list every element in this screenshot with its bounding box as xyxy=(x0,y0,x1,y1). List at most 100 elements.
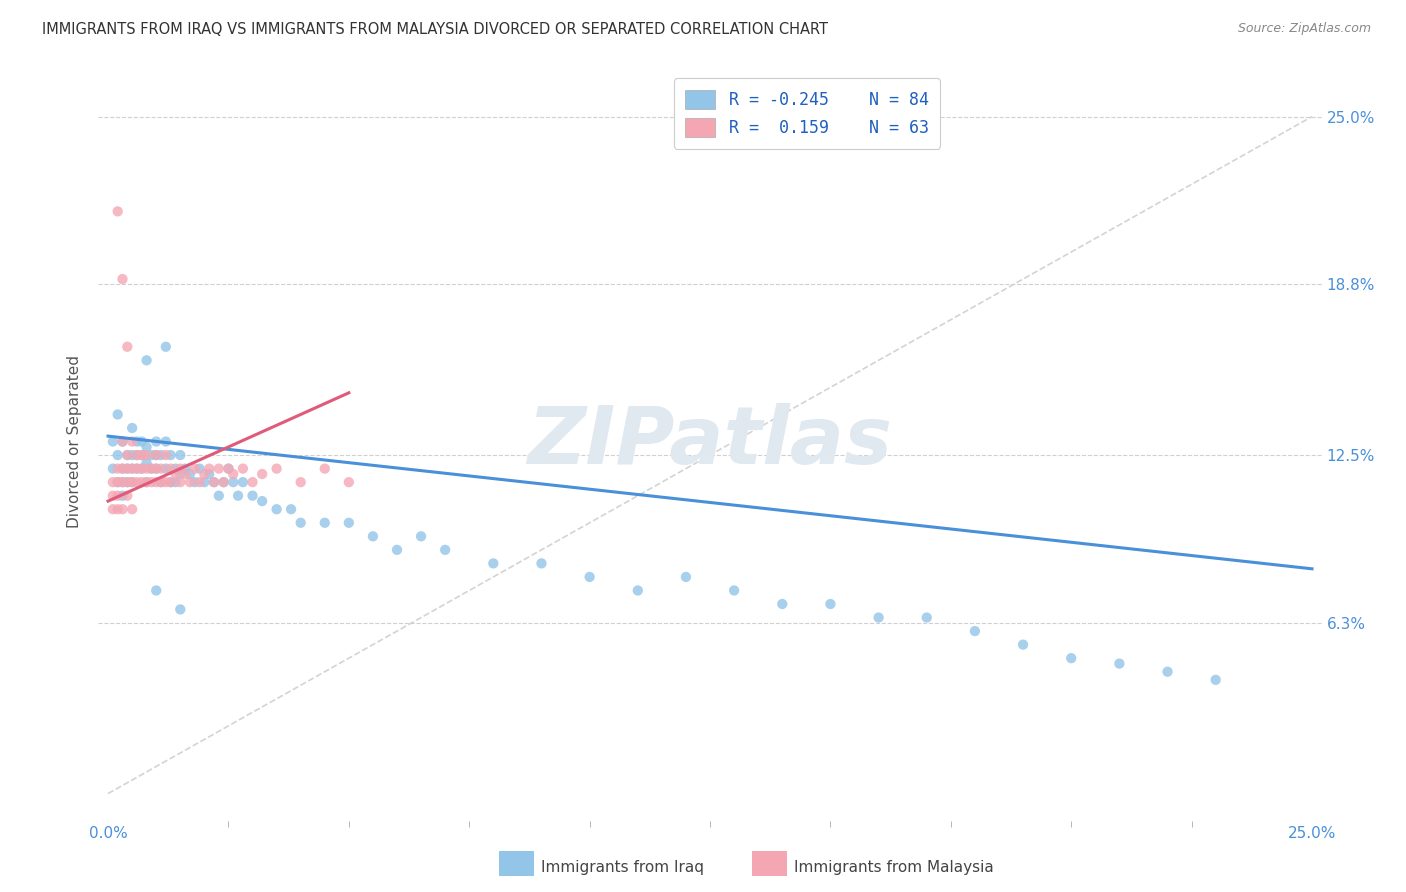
Point xyxy=(155,340,177,354)
Point xyxy=(337,475,360,490)
Point xyxy=(117,340,139,354)
Point xyxy=(111,502,134,516)
Point xyxy=(222,467,245,481)
Point xyxy=(184,461,207,475)
Point xyxy=(131,461,153,475)
Point xyxy=(150,448,173,462)
Point xyxy=(145,448,167,462)
Point xyxy=(101,434,124,449)
Point xyxy=(145,461,167,475)
Point xyxy=(121,434,143,449)
Point xyxy=(159,475,181,490)
Point xyxy=(1205,673,1227,687)
Y-axis label: Divorced or Separated: Divorced or Separated xyxy=(67,355,83,528)
Point xyxy=(135,475,157,490)
Point xyxy=(101,475,124,490)
Point xyxy=(217,461,239,475)
Point xyxy=(361,529,384,543)
Point xyxy=(212,475,235,490)
Point xyxy=(820,597,842,611)
Point xyxy=(337,516,360,530)
Point xyxy=(723,583,745,598)
Point xyxy=(145,448,167,462)
Text: Immigrants from Malaysia: Immigrants from Malaysia xyxy=(794,860,994,874)
Point xyxy=(155,448,177,462)
Text: IMMIGRANTS FROM IRAQ VS IMMIGRANTS FROM MALAYSIA DIVORCED OR SEPARATED CORRELATI: IMMIGRANTS FROM IRAQ VS IMMIGRANTS FROM … xyxy=(42,22,828,37)
Point xyxy=(193,475,215,490)
Point xyxy=(101,489,124,503)
Point xyxy=(915,610,938,624)
Text: Immigrants from Iraq: Immigrants from Iraq xyxy=(541,860,704,874)
Point xyxy=(141,475,163,490)
Point xyxy=(159,448,181,462)
Point xyxy=(770,597,793,611)
Point xyxy=(184,475,207,490)
Point xyxy=(250,467,273,481)
Point xyxy=(101,461,124,475)
Point xyxy=(250,494,273,508)
Point xyxy=(242,475,264,490)
Point xyxy=(280,502,302,516)
Point xyxy=(169,475,191,490)
Point xyxy=(385,542,408,557)
Point xyxy=(198,461,221,475)
Point xyxy=(202,475,225,490)
Point xyxy=(107,448,129,462)
Point xyxy=(125,434,148,449)
Point xyxy=(150,475,173,490)
Point xyxy=(135,461,157,475)
Point xyxy=(266,461,288,475)
Point xyxy=(107,204,129,219)
Point xyxy=(1108,657,1130,671)
Point xyxy=(232,475,254,490)
Point xyxy=(1012,638,1035,652)
Point xyxy=(117,461,139,475)
Point xyxy=(131,434,153,449)
Point xyxy=(578,570,600,584)
Point xyxy=(155,475,177,490)
Point xyxy=(135,353,157,368)
Point xyxy=(868,610,890,624)
Point xyxy=(482,557,505,571)
Point xyxy=(145,475,167,490)
Point xyxy=(111,489,134,503)
Point xyxy=(111,475,134,490)
Point xyxy=(107,461,129,475)
Point xyxy=(155,434,177,449)
Point xyxy=(1060,651,1083,665)
Point xyxy=(107,489,129,503)
Point xyxy=(202,475,225,490)
Text: ZIPatlas: ZIPatlas xyxy=(527,402,893,481)
Point xyxy=(125,448,148,462)
Point xyxy=(117,448,139,462)
Point xyxy=(159,461,181,475)
Point xyxy=(242,489,264,503)
Point xyxy=(125,448,148,462)
Point xyxy=(107,502,129,516)
Point xyxy=(135,448,157,462)
Point xyxy=(135,475,157,490)
Point xyxy=(1156,665,1178,679)
Point xyxy=(117,475,139,490)
Point xyxy=(111,461,134,475)
Point xyxy=(165,467,187,481)
Point xyxy=(141,461,163,475)
Point xyxy=(111,434,134,449)
Point xyxy=(111,272,134,286)
Point xyxy=(135,456,157,470)
Point xyxy=(675,570,697,584)
Point xyxy=(121,421,143,435)
Point xyxy=(131,448,153,462)
Point xyxy=(963,624,986,639)
Point xyxy=(141,461,163,475)
Point xyxy=(208,489,231,503)
Point xyxy=(409,529,432,543)
Point xyxy=(434,542,457,557)
Point xyxy=(165,461,187,475)
Point xyxy=(314,461,336,475)
Point xyxy=(121,461,143,475)
Point xyxy=(193,467,215,481)
Point xyxy=(121,475,143,490)
Point xyxy=(179,467,201,481)
Point xyxy=(174,467,197,481)
